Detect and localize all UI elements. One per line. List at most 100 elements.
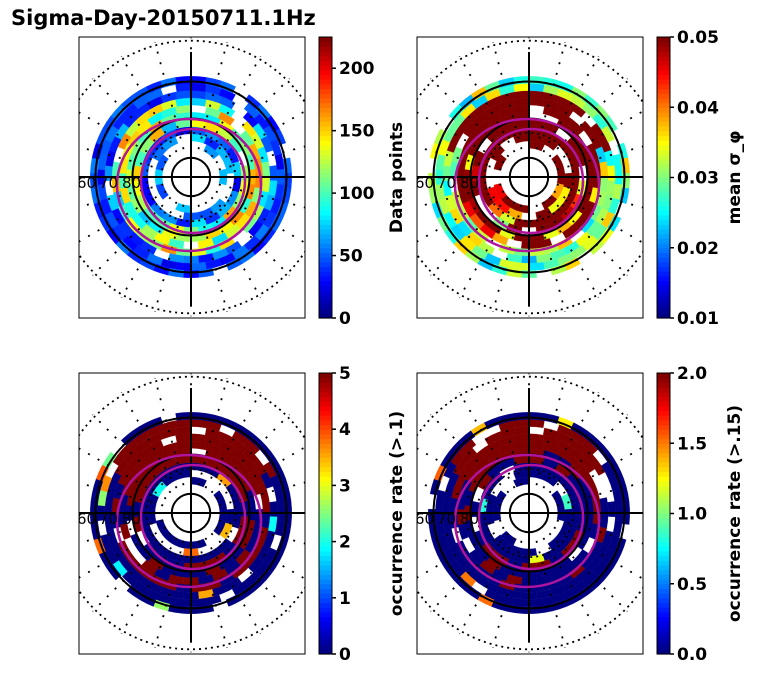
grid-dotted-radial	[548, 77, 629, 158]
colorbar-segment	[319, 499, 332, 505]
colorbar-label: Data points	[387, 122, 407, 233]
colorbar-segment	[657, 168, 670, 174]
heatmap-cell	[612, 519, 623, 537]
colorbar-segment	[319, 461, 332, 468]
heatmap-cell	[190, 538, 207, 550]
grid-dotted-radial	[553, 446, 643, 500]
grid-dotted-radial	[154, 378, 185, 486]
grid-dotted-radial	[553, 110, 643, 164]
colorbar-segment	[319, 261, 332, 268]
colorbar-segment	[657, 88, 670, 94]
colorbar-segment	[319, 233, 332, 239]
colorbar-segment	[657, 299, 670, 305]
colorbar-segment	[319, 443, 332, 449]
grid-dotted-radial	[120, 55, 178, 153]
colorbar-segment	[657, 224, 670, 230]
colorbar-segment	[657, 140, 670, 146]
colorbar-segment	[319, 172, 332, 179]
latitude-label: 70	[437, 174, 456, 192]
panel-data-points: 60 70 80 0 50 100 150 200 Data points	[78, 36, 407, 329]
grid-dotted-radial	[79, 190, 167, 243]
colorbar-segment	[657, 83, 670, 90]
colorbar-segment	[319, 541, 332, 547]
colorbar-segment	[657, 111, 670, 118]
heatmap-cell	[102, 451, 117, 469]
colorbar-segment	[657, 97, 670, 104]
colorbar-segment	[657, 508, 670, 515]
colorbar-tick-label: 0	[339, 309, 351, 329]
colorbar-segment	[657, 182, 670, 188]
colorbar-segment	[657, 125, 670, 132]
colorbar-segment	[657, 597, 670, 604]
grid-dotted-radial	[492, 42, 523, 150]
colorbar-segment	[319, 405, 332, 412]
colorbar-segment	[657, 51, 670, 57]
colorbar: 0.01 0.02 0.03 0.04 0.05 mean σ_φ	[656, 28, 745, 329]
colorbar-segment	[319, 574, 332, 580]
colorbar-segment	[657, 74, 670, 80]
grid-dotted-radial	[548, 532, 629, 613]
colorbar-segment	[657, 391, 670, 398]
colorbar-segment	[319, 224, 332, 230]
colorbar-segment	[657, 410, 670, 416]
heatmap-cell	[607, 165, 616, 182]
heatmap-cell	[147, 508, 157, 526]
colorbar-segment	[319, 266, 332, 272]
colorbar: 0.0 0.5 1.0 1.5 2.0 occurrence rate (>.15)	[656, 364, 745, 665]
colorbar-tick-label: 0.03	[677, 169, 719, 189]
colorbar-segment	[657, 611, 670, 618]
grid-dotted-radial	[91, 196, 172, 277]
heatmap-cell	[261, 176, 271, 193]
colorbar-segment	[657, 396, 670, 402]
heatmap-cell	[528, 83, 545, 92]
colorbar-segment	[657, 387, 670, 393]
grid-dotted-radial	[417, 146, 502, 171]
colorbar-segment	[319, 55, 332, 62]
grid-dotted-radial	[417, 482, 502, 507]
heatmap-cell	[126, 584, 144, 600]
colorbar-segment	[657, 504, 670, 510]
heatmap-cell	[513, 90, 530, 100]
heatmap-cell	[528, 419, 545, 428]
grid-dotted-radial	[535, 42, 566, 150]
colorbar-segment	[657, 644, 670, 650]
grid-dotted-radial	[204, 537, 262, 635]
heatmap-cell	[225, 508, 235, 526]
heatmap-cell	[175, 598, 192, 607]
colorbar-segment	[319, 149, 332, 155]
grid-dotted-radial	[417, 519, 502, 544]
colorbar-segment	[319, 382, 332, 388]
heatmap-cell	[607, 501, 616, 518]
colorbar-segment	[319, 303, 332, 310]
grid-dotted-radial	[417, 447, 505, 500]
grid-dotted-radial	[120, 391, 178, 489]
grid-dotted-radial	[553, 190, 643, 244]
colorbar-segment	[319, 639, 332, 646]
auroral-oval-inner	[139, 127, 247, 235]
heatmap-cell	[513, 598, 530, 607]
colorbar-label: mean σ_φ	[725, 131, 745, 225]
latitude-label: 80	[122, 174, 141, 192]
auroral-oval-outer	[453, 453, 601, 589]
grid-dotted-radial	[91, 413, 172, 494]
colorbar-segment	[657, 205, 670, 211]
colorbar-segment	[319, 513, 332, 519]
colorbar-segment	[657, 210, 670, 216]
grid-dotted-radial	[556, 183, 643, 209]
colorbar-segment	[319, 485, 332, 491]
colorbar-segment	[319, 522, 332, 529]
colorbar-segment	[319, 480, 332, 486]
grid-dotted-radial	[429, 413, 510, 494]
grid-dotted-radial	[79, 482, 164, 507]
colorbar-segment	[319, 154, 332, 160]
colorbar-segment	[657, 303, 670, 310]
heatmap-cell	[513, 83, 530, 92]
latitude-label: 70	[99, 510, 118, 528]
colorbar-segment	[319, 433, 332, 440]
colorbar-tick-label: 0	[339, 645, 351, 665]
colorbar-segment	[319, 649, 332, 655]
colorbar-segment	[319, 597, 332, 604]
grid-dotted-radial	[429, 196, 510, 277]
heatmap-cell	[175, 419, 192, 428]
grid-dotted-radial	[492, 540, 523, 648]
